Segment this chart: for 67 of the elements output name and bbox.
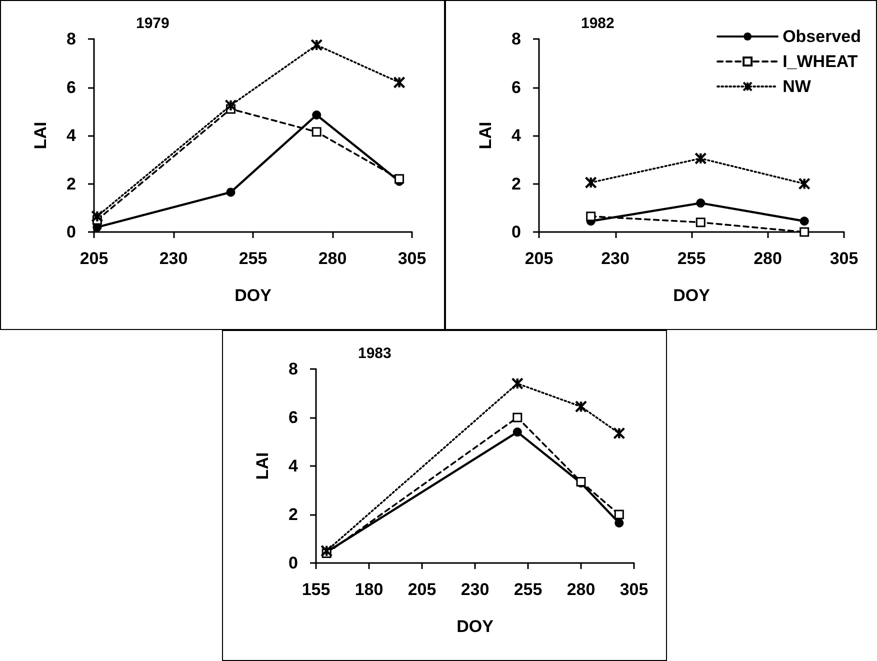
x-tick-label: 305 bbox=[620, 580, 648, 599]
point bbox=[91, 210, 104, 222]
y-tick-label: 0 bbox=[512, 222, 521, 242]
x-tick-label: 155 bbox=[302, 580, 330, 599]
x-axis-title: DOY bbox=[673, 286, 711, 305]
point bbox=[512, 428, 522, 437]
point bbox=[614, 518, 624, 528]
x-tick-label: 305 bbox=[398, 249, 426, 268]
point bbox=[584, 176, 597, 189]
y-tick-label: 8 bbox=[66, 30, 76, 48]
x-axis-title: DOY bbox=[456, 617, 494, 636]
y-tick-label: 0 bbox=[288, 554, 298, 572]
y-tick-label: 0 bbox=[66, 222, 76, 242]
x-tick-label: 230 bbox=[159, 249, 188, 268]
x-axis-title: DOY bbox=[234, 286, 272, 305]
point bbox=[226, 188, 236, 197]
point bbox=[393, 76, 406, 89]
point bbox=[696, 198, 706, 208]
point bbox=[312, 110, 322, 120]
point bbox=[312, 127, 322, 137]
y-tick-label: 6 bbox=[66, 78, 76, 97]
y-tick-label: 8 bbox=[512, 30, 521, 48]
x-tick-label: 205 bbox=[408, 580, 436, 599]
x-tick-label: 230 bbox=[601, 249, 630, 268]
x-tick-label: 280 bbox=[566, 580, 596, 599]
point bbox=[394, 174, 404, 184]
x-tick-label: 280 bbox=[754, 249, 782, 268]
point bbox=[696, 218, 706, 228]
y-axis-title: LAI bbox=[253, 452, 272, 480]
x-tick-label: 205 bbox=[80, 249, 108, 268]
legend-label: NW bbox=[782, 77, 812, 96]
point bbox=[800, 216, 809, 226]
x-tick-label: 305 bbox=[830, 249, 858, 268]
y-tick-label: 4 bbox=[288, 456, 299, 476]
y-tick-label: 4 bbox=[512, 126, 522, 145]
point bbox=[512, 412, 522, 422]
point bbox=[511, 377, 524, 390]
point bbox=[224, 99, 237, 112]
legend-label: Observed bbox=[782, 27, 862, 46]
point bbox=[613, 427, 626, 440]
y-tick-label: 2 bbox=[66, 174, 76, 194]
point bbox=[798, 178, 810, 190]
point bbox=[586, 212, 596, 222]
y-tick-label: 2 bbox=[288, 505, 298, 524]
x-tick-label: 230 bbox=[460, 580, 490, 599]
legend-label: I_WHEAT bbox=[782, 52, 858, 71]
point bbox=[574, 400, 588, 413]
x-tick-label: 205 bbox=[524, 249, 554, 268]
x-tick-label: 255 bbox=[238, 249, 268, 268]
chart-title: 1979 bbox=[136, 15, 170, 32]
y-axis-title: LAI bbox=[31, 122, 50, 150]
point bbox=[800, 227, 810, 237]
point bbox=[310, 38, 323, 52]
point bbox=[614, 510, 624, 520]
chart-title: 1982 bbox=[581, 15, 614, 32]
x-tick-label: 280 bbox=[318, 249, 347, 268]
y-tick-label: 4 bbox=[66, 126, 77, 145]
x-tick-label: 180 bbox=[354, 580, 384, 599]
y-tick-label: 8 bbox=[288, 360, 298, 378]
y-tick-label: 2 bbox=[512, 174, 521, 194]
chart-title: 1983 bbox=[358, 345, 392, 362]
point bbox=[694, 152, 707, 165]
y-tick-label: 6 bbox=[288, 408, 298, 427]
y-tick-label: 6 bbox=[512, 78, 521, 97]
x-tick-label: 255 bbox=[677, 249, 706, 268]
y-axis-title: LAI bbox=[476, 122, 495, 150]
x-tick-label: 255 bbox=[514, 580, 542, 599]
